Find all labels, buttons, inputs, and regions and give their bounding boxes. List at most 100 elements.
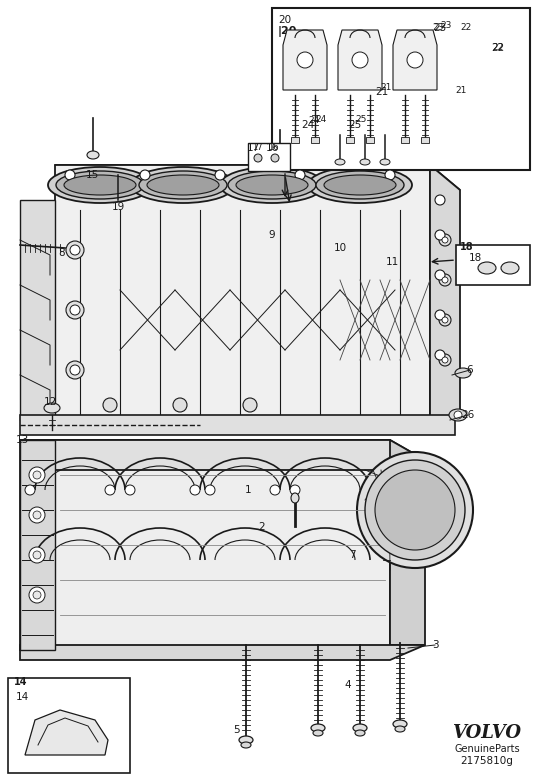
Ellipse shape xyxy=(131,167,235,203)
Circle shape xyxy=(439,314,451,326)
Text: 22: 22 xyxy=(491,43,505,53)
Circle shape xyxy=(29,507,45,523)
Circle shape xyxy=(454,411,462,419)
Ellipse shape xyxy=(501,262,519,274)
Circle shape xyxy=(297,52,313,68)
Polygon shape xyxy=(25,710,108,755)
Circle shape xyxy=(140,170,150,180)
Bar xyxy=(366,137,374,143)
Circle shape xyxy=(385,170,395,180)
Polygon shape xyxy=(20,200,55,420)
Ellipse shape xyxy=(449,409,467,421)
Text: 6: 6 xyxy=(466,365,473,375)
Text: 15: 15 xyxy=(86,170,98,180)
Circle shape xyxy=(442,317,448,323)
Text: 4: 4 xyxy=(345,680,351,690)
Ellipse shape xyxy=(48,167,152,203)
Circle shape xyxy=(66,361,84,379)
Text: 24: 24 xyxy=(308,116,319,125)
Circle shape xyxy=(215,170,225,180)
Circle shape xyxy=(29,547,45,563)
Circle shape xyxy=(435,350,445,360)
Text: |20: |20 xyxy=(278,26,298,37)
Text: 3: 3 xyxy=(431,640,438,650)
Text: 18: 18 xyxy=(469,253,482,263)
Ellipse shape xyxy=(324,175,396,195)
Circle shape xyxy=(270,485,280,495)
Polygon shape xyxy=(430,165,460,420)
Text: 23: 23 xyxy=(432,23,443,32)
Bar xyxy=(401,137,409,143)
Ellipse shape xyxy=(64,175,136,195)
Circle shape xyxy=(370,485,380,495)
Text: 21: 21 xyxy=(380,83,391,92)
Circle shape xyxy=(66,241,84,259)
Circle shape xyxy=(29,587,45,603)
Polygon shape xyxy=(338,30,382,90)
Ellipse shape xyxy=(56,171,144,199)
Bar xyxy=(291,137,299,143)
Circle shape xyxy=(125,485,135,495)
Circle shape xyxy=(435,270,445,280)
Text: 20: 20 xyxy=(279,15,292,25)
Text: 17: 17 xyxy=(246,143,260,153)
Ellipse shape xyxy=(308,167,412,203)
Ellipse shape xyxy=(239,736,253,744)
Ellipse shape xyxy=(236,175,308,195)
Ellipse shape xyxy=(393,720,407,728)
Text: 23: 23 xyxy=(440,21,451,30)
Text: 1: 1 xyxy=(245,485,251,495)
Text: 17: 17 xyxy=(252,143,263,152)
Text: 16: 16 xyxy=(268,143,279,152)
Ellipse shape xyxy=(335,159,345,165)
Ellipse shape xyxy=(220,167,324,203)
Ellipse shape xyxy=(291,493,299,503)
Text: 22: 22 xyxy=(492,43,503,52)
Polygon shape xyxy=(55,165,430,420)
Circle shape xyxy=(439,274,451,286)
Circle shape xyxy=(407,52,423,68)
Circle shape xyxy=(70,365,80,375)
Text: 12: 12 xyxy=(44,397,56,407)
Bar xyxy=(421,137,429,143)
Bar xyxy=(248,143,290,171)
Circle shape xyxy=(442,277,448,283)
Text: 18: 18 xyxy=(460,242,473,252)
Text: 23: 23 xyxy=(434,23,447,33)
Circle shape xyxy=(295,170,305,180)
Text: 16: 16 xyxy=(265,143,279,153)
Text: 14: 14 xyxy=(14,677,27,687)
Ellipse shape xyxy=(355,730,365,736)
Text: 5: 5 xyxy=(233,725,240,735)
Polygon shape xyxy=(20,440,425,470)
Bar xyxy=(456,245,530,285)
Text: 7: 7 xyxy=(349,550,355,560)
Circle shape xyxy=(435,310,445,320)
Ellipse shape xyxy=(139,171,227,199)
Circle shape xyxy=(271,154,279,162)
Circle shape xyxy=(70,305,80,315)
Ellipse shape xyxy=(311,724,325,732)
Text: 13: 13 xyxy=(16,435,29,445)
Text: 2: 2 xyxy=(259,522,265,532)
Circle shape xyxy=(439,234,451,246)
Circle shape xyxy=(375,470,455,550)
Bar xyxy=(311,137,319,143)
Text: 14: 14 xyxy=(16,692,29,702)
Circle shape xyxy=(290,485,300,495)
Circle shape xyxy=(65,170,75,180)
Text: 24: 24 xyxy=(301,120,315,130)
Circle shape xyxy=(70,245,80,255)
Text: 10: 10 xyxy=(334,243,346,253)
Circle shape xyxy=(33,551,41,559)
Text: VOLVO: VOLVO xyxy=(452,724,521,742)
Polygon shape xyxy=(20,440,55,650)
Text: 21: 21 xyxy=(376,87,388,97)
Text: 2175810g: 2175810g xyxy=(461,756,513,766)
Bar xyxy=(272,8,530,170)
Text: 24: 24 xyxy=(315,115,326,124)
Ellipse shape xyxy=(241,742,251,748)
Circle shape xyxy=(190,485,200,495)
Circle shape xyxy=(357,452,473,568)
Text: 22: 22 xyxy=(460,23,471,32)
